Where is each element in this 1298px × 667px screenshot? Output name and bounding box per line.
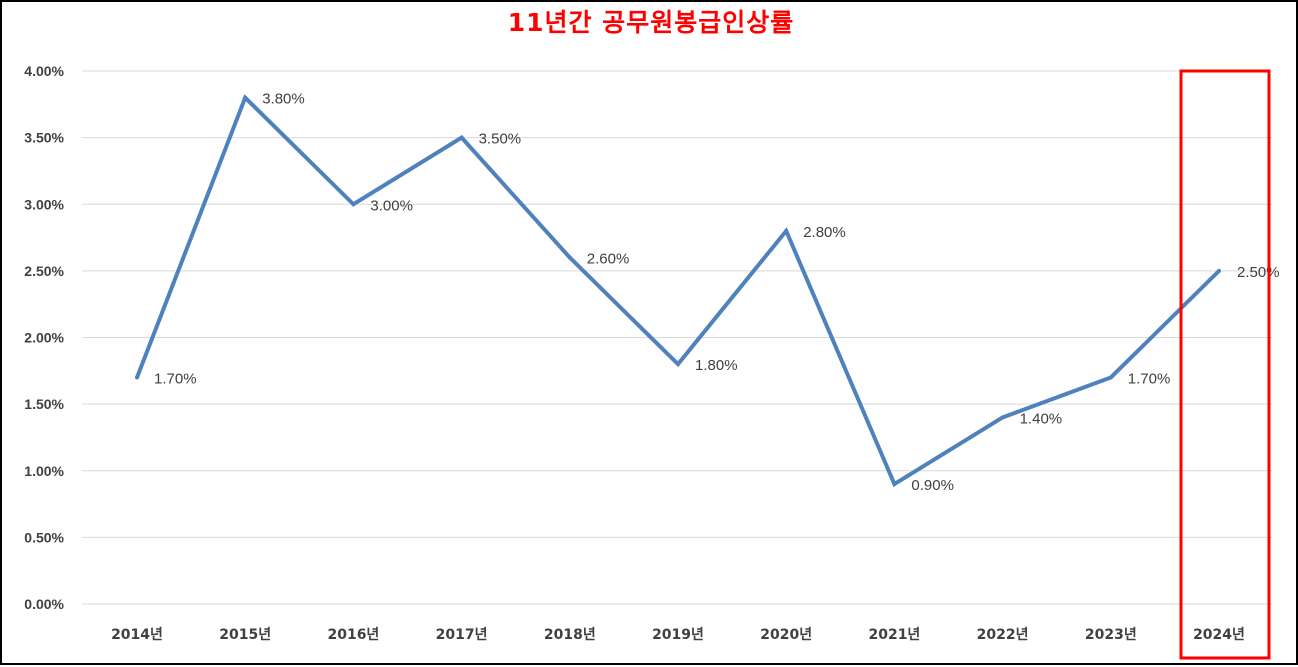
data-point (567, 255, 572, 260)
data-point (676, 362, 680, 367)
x-tick-label: 2018년 (544, 627, 596, 643)
y-tick-label: 0.50% (24, 529, 64, 545)
highlight-box-rect (1179, 69, 1271, 660)
data-label: 3.00% (370, 197, 413, 214)
y-tick-label: 2.50% (24, 263, 64, 279)
data-label: 3.50% (479, 131, 522, 148)
y-axis-ticks: 0.00% 0.50% 1.00% 1.50% 2.00% 2.50% 3.00% 3.50%… (24, 63, 64, 612)
data-point (784, 228, 789, 233)
gridlines (82, 70, 1272, 605)
y-tick-label: 3.50% (24, 130, 64, 146)
x-tick-label: 2015년 (219, 627, 271, 643)
data-label: 2.50% (1237, 264, 1280, 281)
x-tick-label: 2019년 (652, 627, 704, 643)
x-tick-label: 2022년 (977, 627, 1029, 643)
x-tick-label: 2016년 (327, 627, 379, 643)
data-point (459, 135, 464, 140)
y-tick-label: 2.00% (24, 330, 64, 346)
x-tick-label: 2020년 (760, 627, 812, 643)
data-point (243, 95, 248, 100)
y-tick-label: 4.00% (24, 63, 64, 79)
x-tick-label: 2014년 (111, 627, 163, 643)
data-label: 0.90% (911, 477, 954, 494)
data-label: 1.80% (695, 357, 738, 374)
data-label: 1.70% (154, 370, 197, 387)
data-label: 1.40% (1020, 410, 1063, 427)
chart-title: 11년간 공무원봉급인상률 (507, 8, 795, 37)
y-tick-label: 0.00% (24, 596, 64, 612)
x-tick-label: 2017년 (436, 627, 488, 643)
series-line (135, 94, 1221, 487)
data-labels: 1.70% 3.80% 3.00% 3.50% 2.60% 1.80% 2.80% 0.90%… (154, 91, 1280, 494)
data-point (351, 202, 356, 207)
data-label: 2.60% (587, 251, 630, 268)
data-point (1217, 268, 1221, 273)
data-label: 3.80% (262, 91, 305, 108)
data-label: 1.70% (1128, 370, 1171, 387)
y-tick-label: 1.50% (24, 396, 64, 412)
data-point (135, 375, 139, 380)
x-tick-label: 2024년 (1193, 627, 1245, 643)
y-tick-label: 3.00% (24, 196, 64, 212)
x-tick-label: 2021년 (868, 627, 920, 643)
data-point (892, 482, 897, 487)
data-point (1108, 375, 1113, 380)
data-label: 2.80% (803, 224, 846, 241)
x-axis-ticks: 2014년 2015년 2016년 2017년 2018년 2019년 2020년 2021년… (111, 627, 1245, 643)
highlight-box (1179, 69, 1271, 660)
y-tick-label: 1.00% (24, 463, 64, 479)
data-point (1000, 415, 1005, 420)
x-tick-label: 2023년 (1085, 627, 1137, 643)
